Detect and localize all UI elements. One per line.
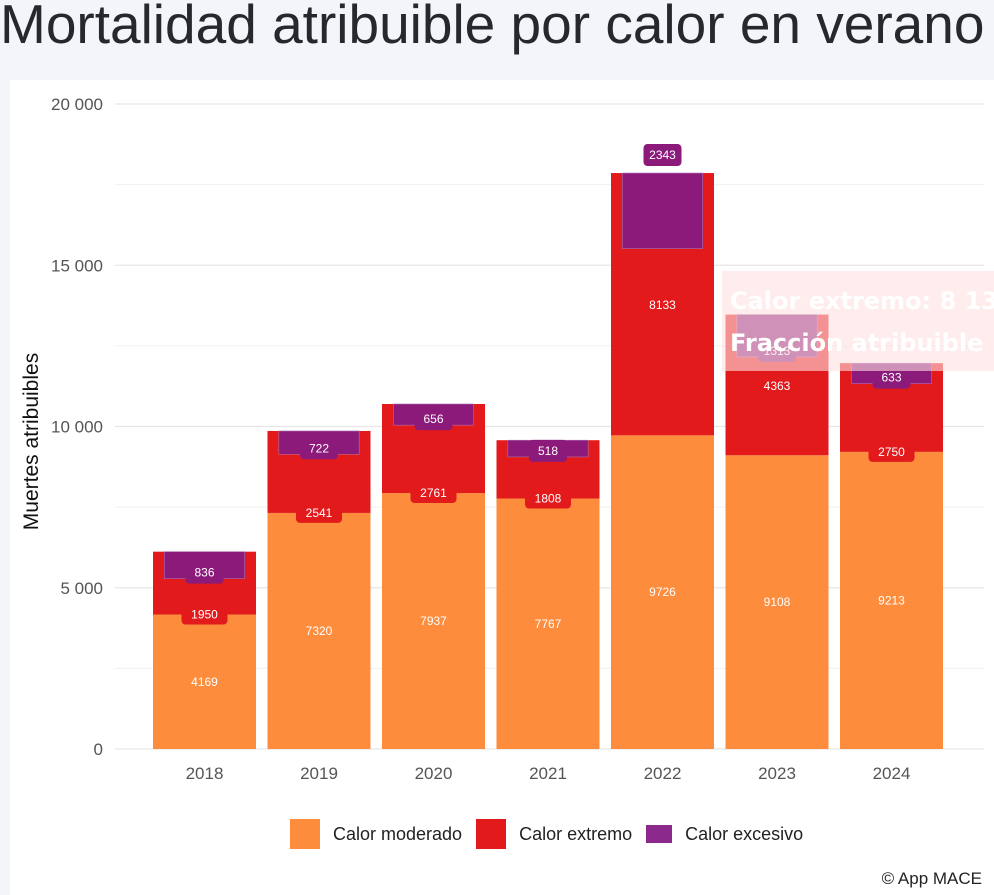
- bar-segment-moderado: [267, 512, 371, 749]
- data-label-extremo: 2541: [306, 506, 333, 520]
- bars-layer: [153, 172, 943, 749]
- data-label-extremo-badge: [868, 441, 915, 462]
- bar-segment-moderado: [840, 451, 943, 749]
- legend-swatch-extremo: [476, 819, 507, 849]
- bar-segment-moderado: [153, 614, 256, 749]
- bar-segment-moderado: [382, 493, 485, 749]
- data-label-extremo: 2761: [420, 486, 447, 500]
- legend: Calor moderado Calor extremo Calor exces…: [290, 819, 817, 849]
- x-tick-label: 2023: [758, 764, 796, 783]
- data-label-excesivo: 836: [194, 566, 214, 580]
- y-tick-label: 20 000: [51, 95, 103, 114]
- data-label-moderado: 9108: [764, 595, 791, 609]
- legend-item-extremo[interactable]: Calor extremo: [476, 819, 632, 849]
- data-label-extremo-badge: [181, 604, 228, 625]
- legend-swatch-moderado: [290, 819, 320, 849]
- bar-segment-moderado: [725, 455, 829, 749]
- legend-label-moderado: Calor moderado: [333, 823, 463, 844]
- y-tick-label: 5 000: [60, 579, 103, 598]
- data-label-extremo: 1950: [191, 608, 218, 622]
- x-tick-label: 2021: [529, 764, 567, 783]
- data-label-extremo-badge: [410, 483, 457, 504]
- chart-title: Mortalidad atribuible por calor en veran…: [0, 0, 985, 55]
- data-label-moderado: 4169: [191, 675, 218, 689]
- data-label-excesivo-badge: [872, 366, 911, 389]
- y-tick-label: 10 000: [51, 418, 103, 437]
- data-label-moderado: 7937: [420, 614, 447, 628]
- x-tick-label: 2018: [186, 764, 224, 783]
- chart-panel: 4169 1950 836 7320 2541 722 7937 2761 656 7767 180…: [10, 80, 994, 895]
- data-label-moderado: 7320: [306, 624, 333, 638]
- data-label-moderado: 7767: [535, 617, 562, 631]
- data-label-extremo: 1808: [535, 492, 562, 506]
- data-label-moderado: 9726: [649, 585, 676, 599]
- bar-segment-moderado: [496, 498, 600, 749]
- legend-label-extremo: Calor extremo: [519, 823, 633, 844]
- data-label-excesivo: 518: [538, 444, 558, 458]
- axis-layer: 0 5 000 10 000 15 000 20 000 Muertes atribuib…: [20, 95, 910, 783]
- data-label-excesivo-badge: [185, 561, 224, 584]
- data-label-extremo: 4363: [764, 379, 791, 393]
- data-label-extremo-badge: [525, 488, 571, 509]
- legend-swatch-excesivo: [646, 825, 673, 843]
- data-label-excesivo: 2343: [649, 148, 676, 162]
- x-tick-label: 2019: [300, 764, 338, 783]
- tooltip-line-1: Calor extremo: 8 133: [730, 287, 994, 315]
- data-label-moderado: 9213: [878, 593, 905, 607]
- data-label-excesivo-badge: [529, 439, 567, 462]
- grid-layer: [115, 103, 984, 750]
- x-tick-label: 2020: [415, 764, 453, 783]
- hover-tooltip: Calor extremo: 8 133 Fracción atribuible: [722, 271, 994, 371]
- data-label-excesivo-badge: [643, 144, 682, 167]
- data-label-excesivo-badge: [300, 437, 338, 460]
- bar-segment-moderado: [611, 435, 714, 749]
- data-label-excesivo-badge: [414, 408, 453, 431]
- data-label-excesivo: 633: [881, 371, 901, 385]
- legend-item-excesivo[interactable]: Calor excesivo: [646, 824, 803, 845]
- legend-item-moderado[interactable]: Calor moderado: [290, 819, 462, 849]
- tooltip-line-2: Fracción atribuible: [730, 329, 984, 357]
- y-tick-label: 15 000: [51, 256, 103, 275]
- data-label-excesivo: 656: [423, 412, 443, 426]
- data-label-extremo-badge: [296, 502, 342, 523]
- x-tick-label: 2022: [644, 764, 682, 783]
- legend-label-excesivo: Calor excesivo: [685, 823, 804, 844]
- data-label-extremo: 2750: [878, 445, 905, 459]
- data-label-excesivo: 722: [309, 441, 329, 455]
- y-axis-title: Muertes atribuibles: [20, 353, 43, 530]
- chart-svg: 4169 1950 836 7320 2541 722 7937 2761 656 7767 180…: [20, 95, 984, 783]
- data-label-extremo: 8133: [649, 298, 676, 312]
- y-tick-label: 0: [94, 740, 103, 759]
- x-tick-label: 2024: [873, 764, 911, 783]
- credit-text: © App MACE: [881, 869, 982, 888]
- bar-segment-excesivo: [622, 172, 703, 249]
